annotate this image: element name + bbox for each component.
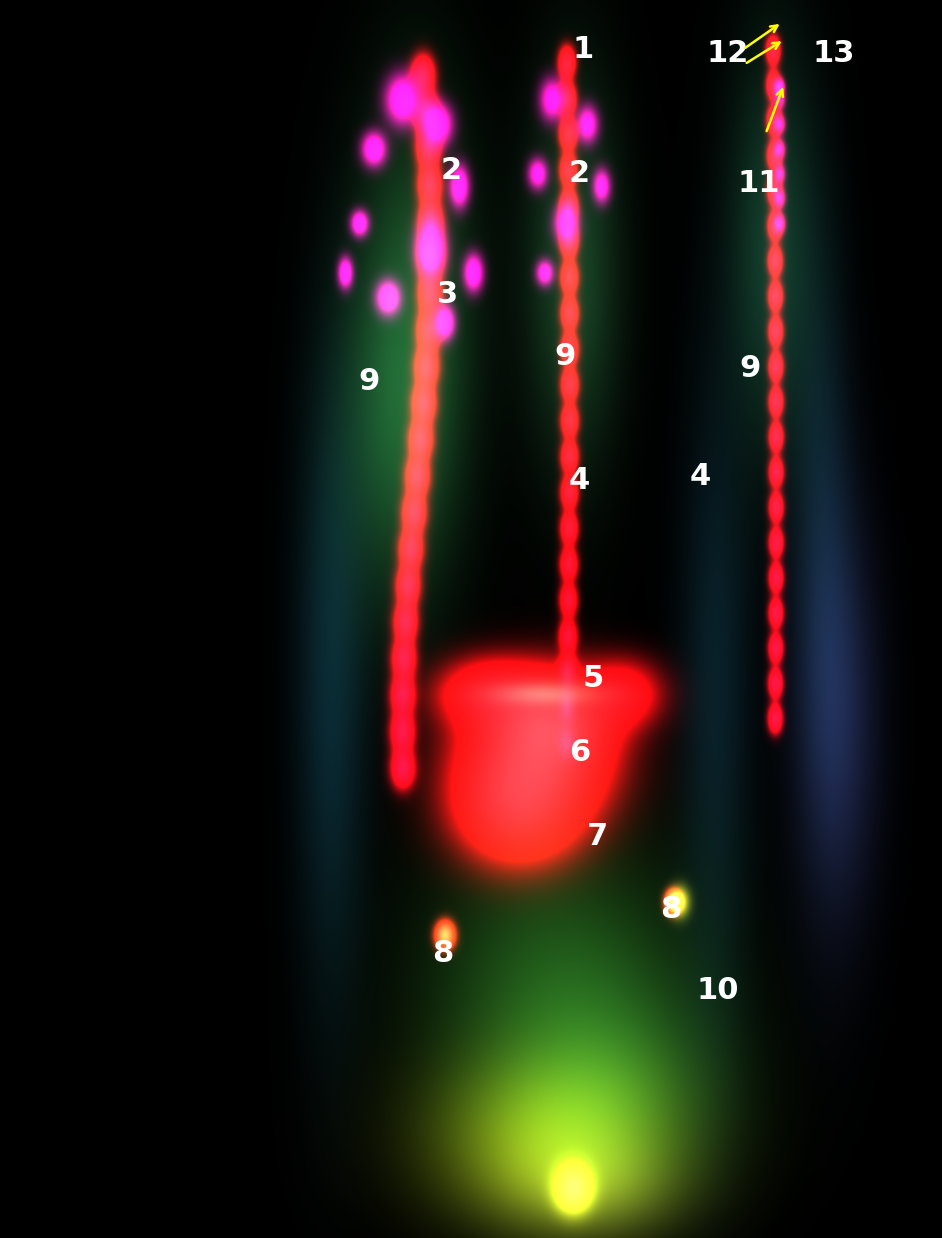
Text: 12. Acessory foramen: 12. Acessory foramen: [4, 963, 217, 982]
Text: 1. Anatomic apex: 1. Anatomic apex: [46, 37, 217, 56]
Text: 3: 3: [437, 280, 458, 310]
Text: 9: 9: [739, 354, 760, 384]
Text: 4: 4: [569, 465, 590, 495]
Text: 5. Pulp chamber floor: 5. Pulp chamber floor: [8, 374, 217, 392]
Text: 7: 7: [587, 822, 608, 852]
Text: 7. Pulp chamber roof: 7. Pulp chamber roof: [13, 542, 217, 561]
Text: 6. Pulp chamber: 6. Pulp chamber: [58, 458, 217, 477]
Text: 8: 8: [659, 895, 681, 925]
Text: 11. Accessory canal: 11. Accessory canal: [23, 879, 217, 898]
Text: 2: 2: [569, 158, 590, 188]
Text: 12: 12: [706, 38, 748, 68]
Text: 9: 9: [555, 342, 576, 371]
Text: 2: 2: [441, 156, 462, 186]
Text: 10. Crown: 10. Crown: [118, 795, 217, 813]
Text: 8: 8: [432, 938, 453, 968]
Text: 4: 4: [690, 462, 711, 491]
Text: 5: 5: [583, 664, 604, 693]
Text: 13: 13: [813, 38, 855, 68]
Text: 8. Pulp horn: 8. Pulp horn: [100, 626, 217, 645]
Text: 9: 9: [359, 366, 381, 396]
Text: 9. Root: 9. Root: [148, 711, 217, 729]
Text: 10: 10: [697, 976, 739, 1005]
Text: 3. Root canal system: 3. Root canal system: [13, 206, 217, 224]
Text: 4. Root canal: 4. Root canal: [89, 290, 217, 308]
Text: 6: 6: [569, 738, 590, 768]
Text: 11: 11: [738, 168, 780, 198]
Text: 13. Apical foramen: 13. Apical foramen: [32, 1047, 217, 1066]
Text: 1: 1: [572, 35, 593, 64]
Text: 2. Apical ramification: 2. Apical ramification: [9, 121, 217, 140]
